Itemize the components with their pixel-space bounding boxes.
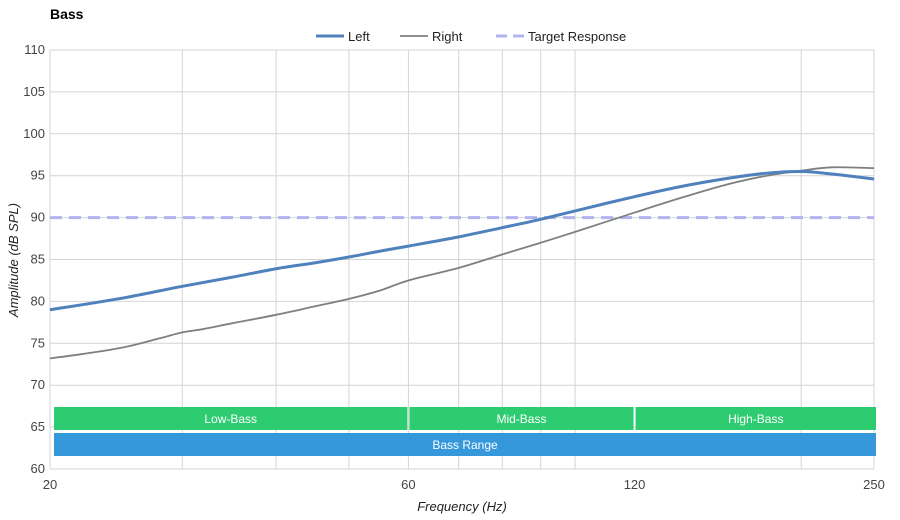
legend: Left Right Target Response — [316, 29, 626, 44]
y-tick-label: 60 — [31, 461, 45, 476]
series-lines — [49, 166, 875, 360]
x-tick-label: 60 — [401, 477, 415, 492]
legend-label: Right — [432, 29, 463, 44]
y-tick-label: 100 — [23, 126, 45, 141]
y-tick-label: 65 — [31, 419, 45, 434]
y-tick-label: 105 — [23, 84, 45, 99]
band-label: Low-Bass — [204, 412, 257, 426]
legend-label: Target Response — [528, 29, 626, 44]
chart-title: Bass — [50, 6, 84, 22]
y-tick-label: 75 — [31, 335, 45, 350]
y-tick-label: 80 — [31, 293, 45, 308]
band-label: Bass Range — [432, 438, 498, 452]
y-tick-label: 110 — [24, 42, 45, 57]
grid — [49, 49, 875, 470]
frequency-bands: Low-Bass Mid-Bass High-Bass Bass Range — [54, 407, 876, 456]
y-tick-label: 85 — [31, 252, 45, 267]
x-tick-label: 120 — [624, 477, 646, 492]
band-bar — [54, 407, 408, 430]
band-label: Mid-Bass — [496, 412, 546, 426]
y-tick-label: 95 — [31, 168, 45, 183]
x-axis-title: Frequency (Hz) — [417, 499, 507, 514]
y-tick-label: 90 — [31, 210, 45, 225]
x-tick-label: 20 — [43, 477, 57, 492]
series-line-right — [49, 166, 875, 360]
band-bar — [409, 407, 634, 430]
band-bar — [635, 407, 876, 430]
band-bar — [54, 433, 876, 456]
band-label: High-Bass — [728, 412, 783, 426]
y-tick-label: 70 — [31, 377, 45, 392]
y-axis-title: Amplitude (dB SPL) — [6, 203, 21, 318]
series-line-left — [49, 169, 875, 312]
x-tick-label: 250 — [863, 477, 885, 492]
legend-label: Left — [348, 29, 370, 44]
